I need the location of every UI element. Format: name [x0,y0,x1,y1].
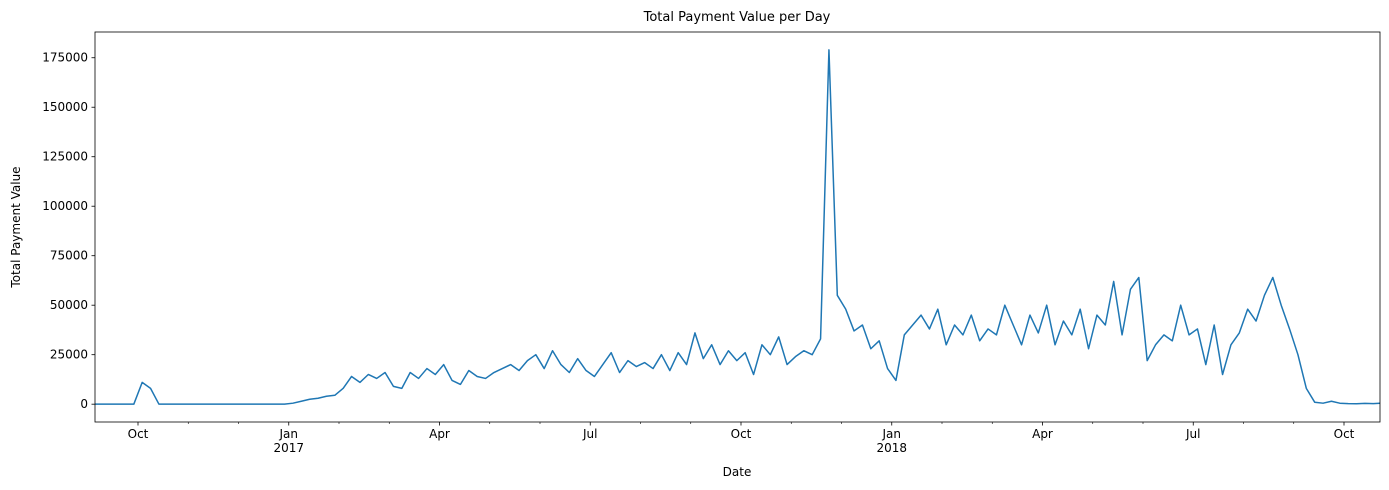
plot-area [95,49,1380,405]
y-tick-label: 25000 [50,348,88,362]
y-tick-label: 100000 [42,199,88,213]
x-tick-label: Jan 2018 [876,427,907,455]
y-tick-label: 175000 [42,51,88,65]
x-tick-label: Jul [582,427,597,441]
data-line [95,49,1380,405]
y-tick-label: 150000 [42,100,88,114]
x-tick-label: Apr [429,427,450,441]
chart-title: Total Payment Value per Day [643,10,831,25]
y-tick-label: 50000 [50,298,88,312]
axes-frame [94,31,1381,423]
x-tick-label: Jul [1185,427,1200,441]
y-tick-label: 0 [80,397,88,411]
x-tick-label: Oct [128,427,149,441]
x-tick-label: Oct [1334,427,1355,441]
y-axis-label: Total Payment Value [9,166,23,288]
x-tick-label: Jan 2017 [273,427,304,455]
y-tick-label: 125000 [42,150,88,164]
y-tick-label: 75000 [50,249,88,263]
x-axis-label: Date [723,465,752,479]
x-tick-label: Apr [1032,427,1053,441]
x-tick-label: Oct [731,427,752,441]
